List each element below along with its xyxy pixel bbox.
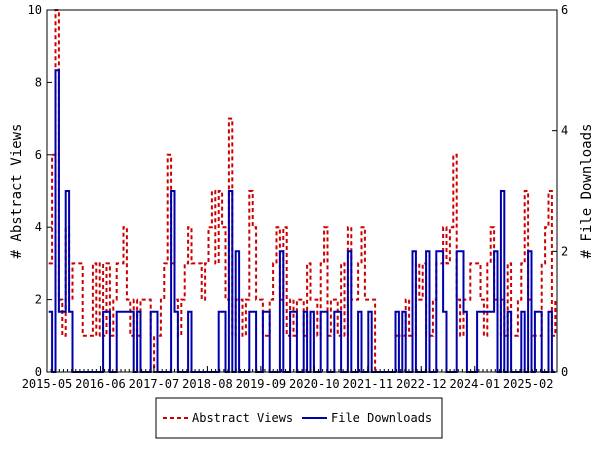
x-tick-label: 2025-02 — [503, 377, 554, 391]
right-axis-title: # File Downloads — [579, 124, 595, 259]
right-tick-label: 6 — [561, 3, 568, 17]
x-tick-label: 2016-06 — [75, 377, 126, 391]
legend-box — [155, 397, 443, 439]
x-tick-label: 2024-01 — [449, 377, 500, 391]
plot-area — [48, 9, 557, 373]
left-tick-label: 8 — [35, 75, 42, 89]
right-tick-label: 0 — [561, 365, 568, 379]
legend: Abstract Views File Downloads — [155, 397, 443, 439]
series-line-file-downloads — [48, 69, 556, 373]
series-line-abstract-views — [48, 9, 557, 373]
left-tick-label: 10 — [28, 3, 42, 17]
x-tick-label: 2018-08 — [182, 377, 233, 391]
right-tick-label: 2 — [561, 244, 568, 258]
right-tick-label: 4 — [561, 124, 568, 138]
legend-label-abstract-views: Abstract Views — [192, 411, 293, 425]
x-tick-label: 2022-12 — [396, 377, 447, 391]
left-tick-label: 0 — [35, 365, 42, 379]
x-tick-label: 2017-07 — [129, 377, 180, 391]
left-tick-label: 2 — [35, 293, 42, 307]
x-tick-label: 2015-05 — [22, 377, 73, 391]
left-axis-title: # Abstract Views — [9, 124, 25, 259]
x-tick-label: 2021-11 — [343, 377, 394, 391]
legend-label-file-downloads: File Downloads — [331, 411, 432, 425]
left-tick-label: 4 — [35, 220, 42, 234]
x-tick-label: 2019-09 — [236, 377, 287, 391]
x-tick-label: 2020-10 — [289, 377, 340, 391]
left-tick-label: 6 — [35, 148, 42, 162]
plot-frame — [46, 9, 558, 373]
